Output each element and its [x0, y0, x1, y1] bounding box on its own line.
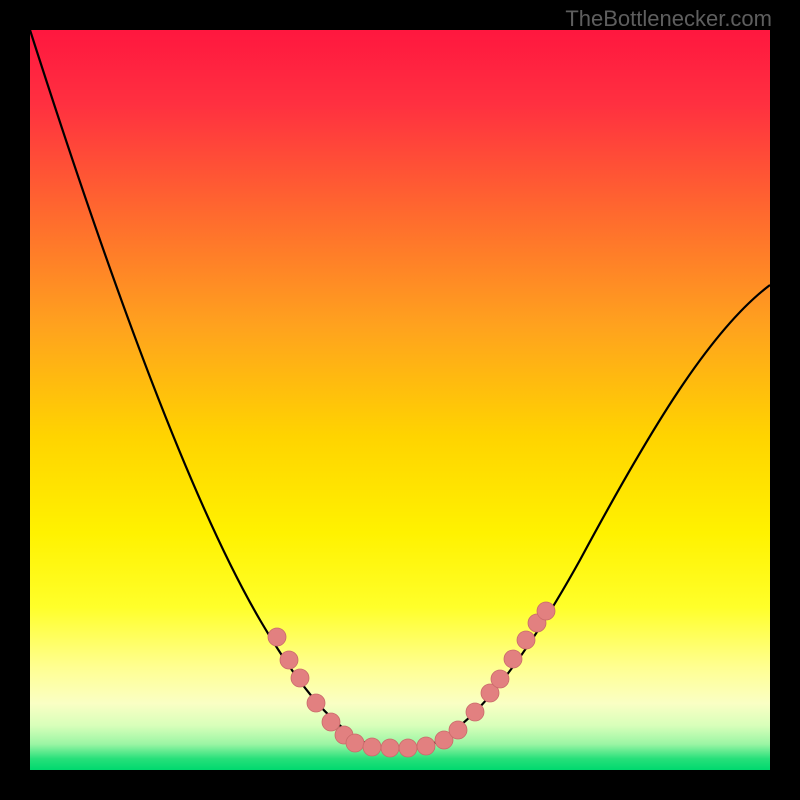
data-marker: [537, 602, 555, 620]
data-marker: [363, 738, 381, 756]
watermark-text: TheBottlenecker.com: [565, 6, 772, 32]
data-marker: [346, 734, 364, 752]
left-curve: [30, 30, 400, 748]
chart-frame: TheBottlenecker.com: [0, 0, 800, 800]
right-curve: [400, 285, 770, 748]
data-marker: [517, 631, 535, 649]
data-marker: [268, 628, 286, 646]
data-marker: [381, 739, 399, 757]
data-marker: [291, 669, 309, 687]
data-marker: [280, 651, 298, 669]
data-marker: [504, 650, 522, 668]
data-marker: [491, 670, 509, 688]
data-marker: [417, 737, 435, 755]
curve-layer: [0, 0, 800, 800]
data-marker: [466, 703, 484, 721]
plot-area: [30, 30, 770, 770]
data-marker: [399, 739, 417, 757]
data-marker: [449, 721, 467, 739]
data-marker: [322, 713, 340, 731]
data-marker: [307, 694, 325, 712]
